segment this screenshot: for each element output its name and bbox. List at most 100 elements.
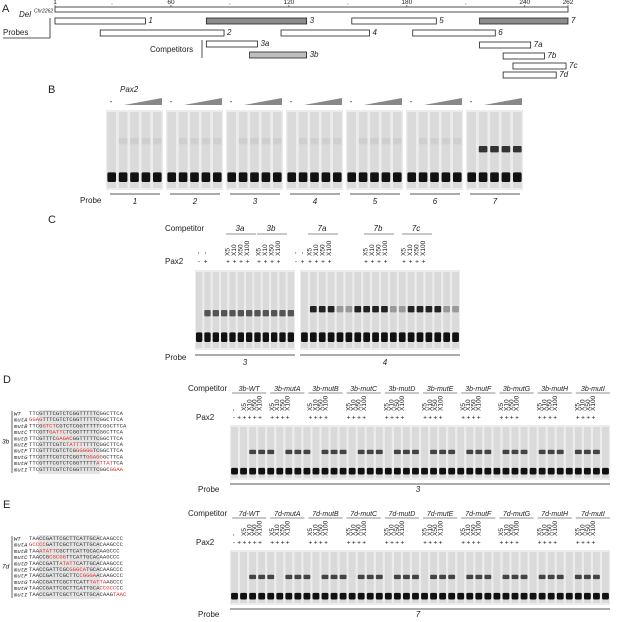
gel-lane (276, 552, 284, 603)
minus-label: - (410, 97, 413, 106)
gel (230, 550, 610, 605)
pax2-sign: + (543, 540, 547, 547)
sequence-part: CGCTTCATTGCACAAGCCC (56, 548, 120, 555)
sequence-part: TTCGTTTCGTCTCGGTTTTTCGGC (29, 466, 110, 473)
free-probe-band (190, 172, 199, 182)
pax2-sign: + (515, 540, 519, 547)
competitor-label: Competitor (165, 224, 204, 233)
shift-band (452, 306, 459, 313)
pax2-sign: + (434, 415, 438, 422)
sequence: TTCGTTTCGTCTCGGGGGGTCGGCTTCA (29, 448, 124, 455)
shift-band (398, 306, 406, 313)
sequence: TAACCGATTCGCGGGCATGCACAAGCCC (29, 566, 124, 573)
sequence-part: TTCGTT (29, 429, 50, 436)
free-probe-band (339, 592, 347, 600)
pax2-sign: + (390, 415, 394, 422)
competitor-group: 3b-mutF (465, 386, 492, 393)
probe-label: Probe (165, 353, 187, 362)
free-probe-band (398, 332, 406, 342)
sequence-part: GGGCA (69, 566, 86, 573)
sequence-part: GATTC (49, 429, 66, 436)
pax2-sign: + (500, 540, 504, 547)
pax2-sign: + (371, 259, 375, 266)
shift-band (250, 138, 259, 145)
free-probe-band (267, 592, 275, 600)
free-probe-band (511, 592, 519, 600)
shift-band (254, 310, 261, 317)
free-probe-band (348, 592, 356, 600)
shift-band (381, 306, 388, 313)
lane-label: X100 (514, 520, 521, 536)
pax2-sign: + (357, 415, 361, 422)
lane-label: X100 (257, 395, 264, 411)
lane-label: X100 (476, 395, 483, 411)
free-probe-band (556, 592, 564, 600)
lane-label: X100 (244, 240, 251, 256)
sequence-name: mutD (14, 435, 28, 442)
probes-label: Probes (3, 28, 28, 37)
free-probe-band (231, 592, 238, 600)
probe-box (280, 29, 370, 37)
free-probe-band (407, 332, 415, 342)
sequence-part: GATTCGCTTCATTGCACAAGCCC (46, 542, 124, 549)
shift-band (190, 138, 199, 145)
lane-label: X100 (361, 520, 368, 536)
sequence: TTCGGTCTCGTCTCGGTTTTTCGGCTTCA (29, 423, 127, 430)
shift-band (249, 449, 257, 455)
pax2-sign: + (423, 540, 427, 547)
shift-band (258, 574, 266, 580)
probe-name: 7 (493, 197, 498, 206)
pax2-sign: + (538, 415, 542, 422)
gel-lane (301, 272, 308, 348)
free-probe-band (303, 467, 311, 475)
pax2-sign: + (395, 540, 399, 547)
sequence: TTCGTTTCGTCTCGGTTTTTCGGCGGAA (29, 466, 124, 473)
titration-wedge (304, 98, 342, 105)
lane-label: X5 (345, 403, 352, 411)
sequence: TAACCGATTCGCTTCATTGCACAAGCCC (29, 535, 124, 542)
lane-label: X10 (542, 399, 549, 411)
sequence-name: mutG (14, 579, 28, 586)
sequence-name: mutE (14, 566, 28, 573)
free-probe-band (529, 592, 537, 600)
pax2-sign: + (586, 540, 590, 547)
sequence-highlight (38, 535, 100, 599)
competitor-group: 3b-mutE (427, 386, 454, 393)
ruler-label: 262 (563, 0, 574, 6)
lane-label: X50 (279, 524, 286, 536)
shift-band (412, 574, 419, 580)
lane-label: X5 (225, 248, 232, 256)
shift-band (574, 449, 582, 455)
pax2-sign: + (357, 540, 361, 547)
competitor-group: 7d-mutI (581, 511, 605, 518)
free-probe-band (321, 172, 331, 182)
titration-wedge (184, 98, 222, 105)
shift-band (372, 306, 379, 313)
lane-label: X5 (307, 528, 314, 536)
free-probe-band (602, 467, 609, 475)
free-probe-band (279, 332, 286, 342)
ruler-dot (229, 3, 231, 5)
pax2-sign: + (415, 259, 419, 266)
gel-lane (467, 112, 477, 188)
shift-band (375, 574, 383, 580)
lane-label: X10 (542, 524, 549, 536)
gel-lane (298, 112, 308, 188)
free-probe-band (583, 467, 591, 475)
free-probe-band (339, 467, 347, 475)
gel-lane (384, 552, 392, 603)
pax2-sign: + (248, 540, 252, 547)
lane-label: X50 (585, 524, 592, 536)
sequence-name: mutE (14, 441, 28, 448)
lane-label: X100 (323, 520, 330, 536)
free-probe-band (152, 172, 162, 182)
lane-label: X5 (384, 528, 391, 536)
free-probe-band (246, 332, 253, 342)
sequence: GGAGTTTCGTCTCGGTTTTTCGGCTTCA (29, 417, 124, 424)
minus-label: - (170, 97, 173, 106)
free-probe-band (381, 172, 391, 182)
gel-lane (421, 552, 428, 603)
pax2-sign: + (281, 415, 285, 422)
probe-label: 4 (372, 28, 377, 37)
